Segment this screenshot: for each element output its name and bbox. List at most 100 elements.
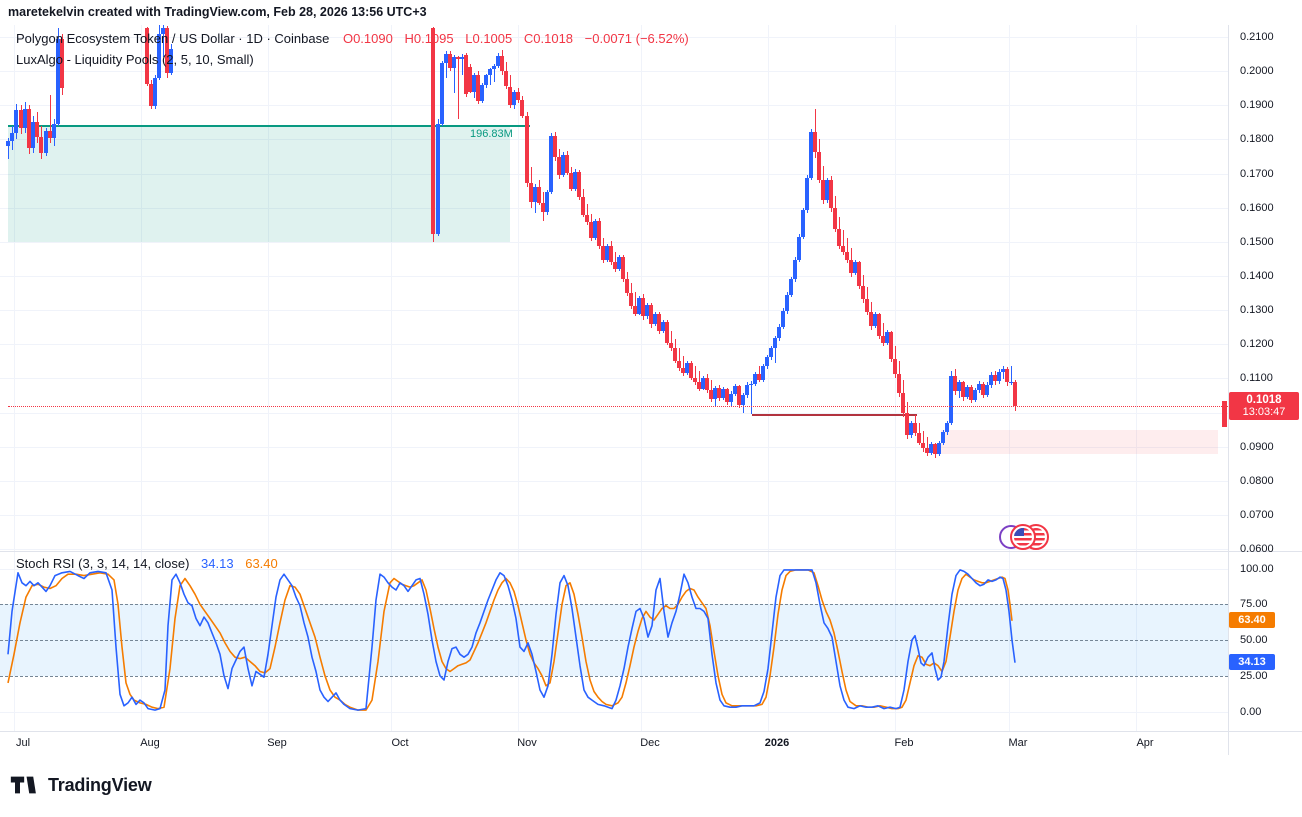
hgridline	[0, 711, 1228, 713]
candle-body	[476, 75, 480, 102]
candle-body	[981, 383, 985, 395]
time-tick-label-oct: Oct	[391, 737, 409, 749]
candle-body	[925, 448, 929, 453]
price-chart-canvas[interactable]: 196.83M	[0, 25, 1228, 551]
candle-body	[905, 413, 909, 435]
candle-body	[504, 71, 508, 87]
liquidity-pool-zone	[8, 125, 510, 242]
candle-body	[1009, 381, 1013, 384]
price-scale-divider	[1228, 25, 1229, 755]
candle-wick	[614, 252, 616, 272]
candle-wick	[453, 54, 455, 94]
stoch-rsi-plot	[7, 569, 1016, 711]
candle-body	[440, 62, 444, 125]
candle-body	[60, 38, 64, 89]
vgridline	[641, 551, 642, 731]
candle-wick	[493, 64, 495, 83]
candle-body	[945, 423, 949, 433]
vgridline	[141, 551, 142, 731]
candle-body	[861, 285, 865, 300]
candle-wick	[698, 370, 700, 392]
stoch-k-badge: 34.13	[1229, 653, 1275, 670]
panel-divider[interactable]	[0, 551, 1302, 552]
hgridline	[0, 568, 1228, 570]
candle-wick	[694, 366, 696, 386]
time-tick-label-mar: Mar	[1008, 737, 1028, 749]
price-tick-label: 0.1400	[1240, 269, 1274, 282]
hgridline	[0, 446, 1228, 448]
indicator-legend-liquidity-pools[interactable]: LuxAlgo - Liquidity Pools (2, 5, 10, Sma…	[16, 52, 254, 67]
candle-body	[145, 28, 149, 85]
candle-body	[31, 121, 35, 148]
candle-body	[709, 390, 713, 399]
candle-body	[849, 259, 853, 274]
candle-body	[901, 392, 905, 414]
symbol-legend[interactable]: Polygon Ecosystem Token / US Dollar · 1D…	[16, 31, 689, 46]
candle-body	[677, 360, 681, 369]
price-tick-label: 0.1200	[1240, 338, 1274, 351]
candle-body	[973, 390, 977, 400]
price-tick-label: 0.1900	[1240, 99, 1274, 112]
us-flag-icon[interactable]	[1010, 524, 1036, 550]
vgridline	[518, 25, 519, 551]
candle-body	[641, 298, 645, 317]
candle-body	[665, 322, 669, 343]
price-scale[interactable]: 0.1018 13:03:47 63.40 34.13 0.2100 0.2000…	[1229, 25, 1302, 755]
edge-bar-marker	[1222, 401, 1227, 428]
candle-body	[733, 385, 737, 394]
vgridline	[1009, 551, 1010, 731]
price-tick-label: 0.0900	[1240, 440, 1274, 453]
candle-body	[625, 279, 629, 294]
last-price-value: 0.1018	[1246, 394, 1282, 407]
candle-body	[436, 124, 440, 235]
candle-body	[957, 382, 961, 392]
candle-wick	[682, 356, 684, 376]
rsi-dashed-level	[0, 640, 1228, 641]
candle-body	[48, 130, 52, 138]
hgridline	[0, 310, 1228, 312]
candle-body	[1005, 368, 1009, 383]
candle-body	[949, 375, 953, 424]
candle-body	[653, 314, 657, 325]
candle-wick	[634, 292, 636, 317]
vgridline	[391, 551, 392, 731]
hgridline	[0, 549, 1228, 551]
stoch-rsi-k-value: 34.13	[201, 556, 234, 571]
candle-body	[617, 257, 621, 270]
candle-body	[793, 259, 797, 280]
candle-body	[589, 222, 593, 238]
candle-body	[877, 314, 881, 336]
time-scale[interactable]: Jul Aug Sep Oct Nov Dec 2026 Feb Mar Apr	[0, 731, 1228, 757]
rsi-tick-label: 75.00	[1240, 598, 1268, 611]
candle-body	[165, 28, 169, 73]
candle-body	[761, 366, 765, 381]
indicator-legend-stoch-rsi[interactable]: Stoch RSI (3, 3, 14, 14, close) 34.13 63…	[16, 556, 278, 571]
candle-body	[601, 245, 605, 260]
hgridline	[0, 173, 1228, 175]
stoch-d-badge: 63.40	[1229, 611, 1275, 628]
candle-body	[500, 55, 504, 72]
hgridline	[0, 412, 1228, 414]
candle-body	[557, 157, 561, 176]
candle-body	[484, 75, 488, 86]
candle-body	[157, 33, 161, 78]
candle-body	[597, 221, 601, 246]
candle-body	[953, 375, 957, 392]
stoch-rsi-canvas[interactable]	[0, 551, 1228, 731]
stoch-rsi-d-value: 63.40	[245, 556, 278, 571]
candle-body	[14, 110, 18, 133]
event-markers[interactable]	[999, 523, 1051, 553]
liquidity-pool-line	[8, 124, 530, 127]
candle-body	[997, 371, 1001, 382]
vgridline	[14, 25, 15, 551]
tradingview-logo[interactable]: TradingView	[10, 768, 152, 802]
candle-body	[817, 152, 821, 180]
symbol-title[interactable]: Polygon Ecosystem Token / US Dollar · 1D…	[16, 31, 330, 46]
ohlc-open: O0.1090	[342, 31, 393, 46]
candle-body	[681, 368, 685, 374]
price-tick-label: 0.1300	[1240, 304, 1274, 317]
us-flag-canton	[1014, 528, 1024, 537]
stoch-rsi-title: Stoch RSI (3, 3, 14, 14, close)	[16, 556, 190, 571]
price-tick-label: 0.0800	[1240, 474, 1274, 487]
candle-body	[841, 245, 845, 253]
